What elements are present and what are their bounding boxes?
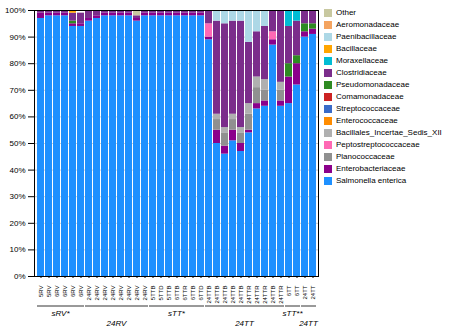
- svg-text:sTT*: sTT*: [168, 309, 186, 318]
- svg-text:24TTB: 24TTB: [222, 286, 228, 304]
- svg-text:5RV: 5RV: [38, 286, 44, 298]
- svg-text:30%: 30%: [9, 192, 25, 201]
- svg-text:24TT: 24TT: [302, 285, 308, 299]
- svg-text:70%: 70%: [9, 86, 25, 95]
- svg-text:5TTB: 5TTB: [166, 286, 172, 301]
- html-text:Bacillales_Incertae_Sedis_XII: Bacillales_Incertae_Sedis_XII: [336, 128, 442, 137]
- svg-text:5TTD: 5TTD: [158, 285, 164, 301]
- html-text:Aeromonadaceae: Aeromonadaceae: [336, 20, 400, 29]
- svg-text:6TTD: 6TTD: [198, 285, 204, 301]
- svg-text:24TTB: 24TTB: [238, 286, 244, 304]
- svg-text:24RV: 24RV: [142, 286, 148, 301]
- html-text:Planococcaceae: Planococcaceae: [336, 152, 395, 161]
- svg-text:24TTR: 24TTR: [262, 285, 268, 304]
- html-text:Peptostreptococcaceae: Peptostreptococcaceae: [336, 140, 420, 149]
- svg-text:24RV: 24RV: [106, 319, 128, 328]
- svg-text:5TTB: 5TTB: [150, 286, 156, 301]
- svg-text:20%: 20%: [9, 219, 25, 228]
- html-text:Streptococcaceae: Streptococcaceae: [336, 104, 400, 113]
- svg-text:24TTB: 24TTB: [230, 286, 236, 304]
- svg-text:24TTB: 24TTB: [206, 286, 212, 304]
- svg-text:24RV: 24RV: [134, 286, 140, 301]
- svg-text:24RV: 24RV: [110, 286, 116, 301]
- svg-text:6TTR: 6TTR: [182, 285, 188, 301]
- svg-text:50%: 50%: [9, 139, 25, 148]
- html-text:Other: Other: [336, 8, 356, 17]
- html-text:Comamonadaceae: Comamonadaceae: [336, 92, 404, 101]
- html-text:Salmonella enterica: Salmonella enterica: [336, 176, 407, 185]
- svg-text:24TTR: 24TTR: [254, 285, 260, 304]
- svg-text:24TTR: 24TTR: [278, 285, 284, 304]
- svg-text:sTT**: sTT**: [283, 309, 304, 318]
- svg-text:24TT: 24TT: [310, 285, 316, 299]
- html-text:Enterobacteriaceae: Enterobacteriaceae: [336, 164, 406, 173]
- html-text:Pseudomonadaceae: Pseudomonadaceae: [336, 80, 410, 89]
- svg-text:60%: 60%: [9, 112, 25, 121]
- svg-text:6RV: 6RV: [78, 286, 84, 298]
- svg-text:24RV: 24RV: [94, 286, 100, 301]
- svg-text:6TT: 6TT: [294, 285, 300, 296]
- html-text:Enterococcaceae: Enterococcaceae: [336, 116, 398, 125]
- svg-text:24TTB: 24TTB: [270, 286, 276, 304]
- svg-text:24RV: 24RV: [86, 286, 92, 301]
- svg-text:6TTB: 6TTB: [174, 286, 180, 301]
- svg-text:sRV*: sRV*: [51, 309, 70, 318]
- svg-text:90%: 90%: [9, 33, 25, 42]
- html-text:Bacillaceae: Bacillaceae: [336, 44, 377, 53]
- svg-text:6RV: 6RV: [54, 286, 60, 298]
- svg-text:40%: 40%: [9, 166, 25, 175]
- svg-text:6RV: 6RV: [70, 286, 76, 298]
- svg-text:100%: 100%: [5, 6, 25, 15]
- svg-text:5RV: 5RV: [46, 286, 52, 298]
- svg-text:24TT: 24TT: [234, 319, 255, 328]
- svg-text:80%: 80%: [9, 59, 25, 68]
- svg-text:6TT: 6TT: [286, 285, 292, 296]
- svg-text:24RV: 24RV: [118, 286, 124, 301]
- svg-text:24RV: 24RV: [102, 286, 108, 301]
- svg-text:24TTR: 24TTR: [246, 285, 252, 304]
- html-text:Moraxellaceae: Moraxellaceae: [336, 56, 388, 65]
- svg-text:6TTB: 6TTB: [190, 286, 196, 301]
- html-text:Clostridiaceae: Clostridiaceae: [336, 68, 387, 77]
- svg-text:24TT: 24TT: [298, 319, 319, 328]
- svg-text:24RV: 24RV: [126, 286, 132, 301]
- svg-text:24TTB: 24TTB: [214, 286, 220, 304]
- html-text:Paenibacillaceae: Paenibacillaceae: [336, 32, 397, 41]
- svg-text:6RV: 6RV: [62, 286, 68, 298]
- svg-text:0%: 0%: [14, 272, 26, 281]
- svg-text:10%: 10%: [9, 245, 25, 254]
